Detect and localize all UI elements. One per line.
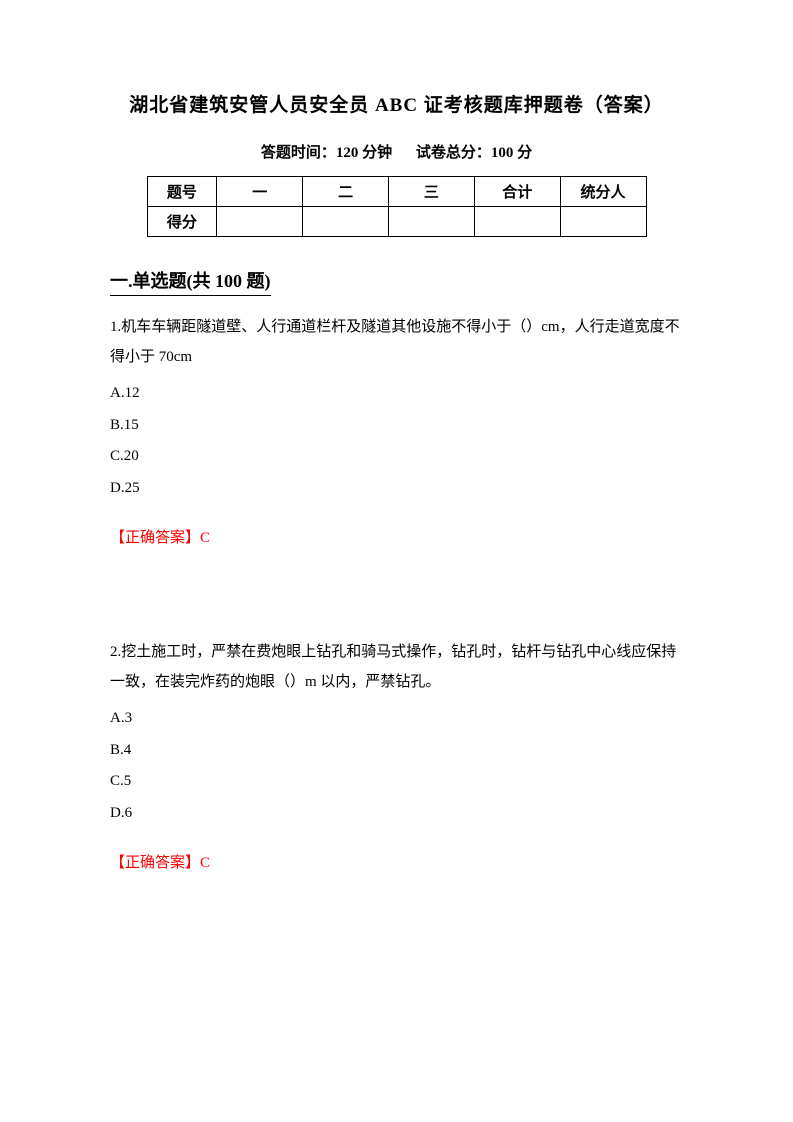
option-c: C.5 bbox=[110, 766, 683, 798]
correct-answer: 【正确答案】C bbox=[110, 526, 683, 547]
total-score-label: 试卷总分：100 分 bbox=[416, 145, 532, 161]
option-d: D.25 bbox=[110, 473, 683, 505]
header-cell: 三 bbox=[388, 177, 474, 207]
option-d: D.6 bbox=[110, 798, 683, 830]
question-text: 1.机车车辆距隧道壁、人行通道栏杆及隧道其他设施不得小于（）cm，人行走道宽度不… bbox=[110, 312, 683, 372]
correct-answer: 【正确答案】C bbox=[110, 851, 683, 872]
empty-cell bbox=[560, 207, 646, 237]
exam-info: 答题时间：120 分钟 试卷总分：100 分 bbox=[110, 141, 683, 162]
option-b: B.4 bbox=[110, 735, 683, 767]
header-cell: 统分人 bbox=[560, 177, 646, 207]
empty-cell bbox=[217, 207, 303, 237]
empty-cell bbox=[303, 207, 389, 237]
header-cell: 一 bbox=[217, 177, 303, 207]
option-c: C.20 bbox=[110, 441, 683, 473]
header-cell: 题号 bbox=[147, 177, 217, 207]
empty-cell bbox=[474, 207, 560, 237]
score-table: 题号 一 二 三 合计 统分人 得分 bbox=[147, 176, 647, 237]
table-row: 得分 bbox=[147, 207, 646, 237]
empty-cell bbox=[388, 207, 474, 237]
header-cell: 合计 bbox=[474, 177, 560, 207]
page-title: 湖北省建筑安管人员安全员 ABC 证考核题库押题卷（答案） bbox=[110, 90, 683, 117]
question-2: 2.挖土施工时，严禁在费炮眼上钻孔和骑马式操作，钻孔时，钻杆与钻孔中心线应保持一… bbox=[110, 637, 683, 872]
option-a: A.12 bbox=[110, 378, 683, 410]
option-b: B.15 bbox=[110, 410, 683, 442]
time-label: 答题时间：120 分钟 bbox=[261, 145, 392, 161]
option-a: A.3 bbox=[110, 703, 683, 735]
header-cell: 二 bbox=[303, 177, 389, 207]
row-label: 得分 bbox=[147, 207, 217, 237]
table-row: 题号 一 二 三 合计 统分人 bbox=[147, 177, 646, 207]
question-1: 1.机车车辆距隧道壁、人行通道栏杆及隧道其他设施不得小于（）cm，人行走道宽度不… bbox=[110, 312, 683, 547]
section-heading: 一.单选题(共 100 题) bbox=[110, 267, 271, 296]
question-text: 2.挖土施工时，严禁在费炮眼上钻孔和骑马式操作，钻孔时，钻杆与钻孔中心线应保持一… bbox=[110, 637, 683, 697]
